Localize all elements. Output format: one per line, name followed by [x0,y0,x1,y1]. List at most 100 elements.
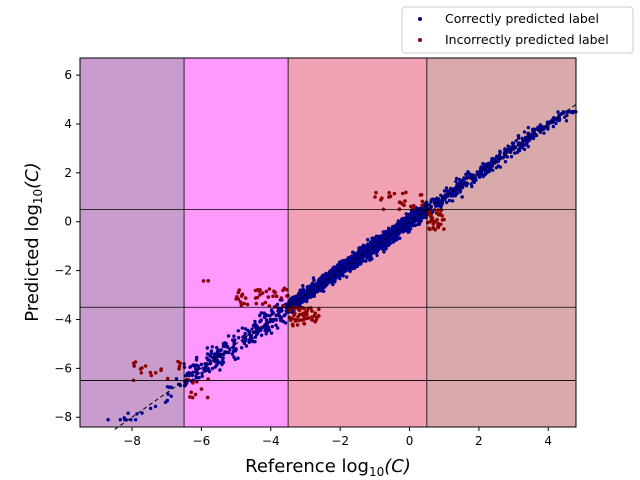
point-correct [283,321,288,325]
point-correct [454,179,458,184]
point-incorrect [404,190,408,195]
point-correct [207,369,212,374]
point-correct [218,368,222,372]
point-correct [243,327,248,331]
point-correct [211,355,215,360]
y-tick-label: 2 [64,166,72,180]
class-band-3 [426,58,576,427]
point-correct [480,173,484,177]
class-band-2 [288,58,427,427]
point-correct [194,376,198,380]
point-incorrect [189,390,193,395]
point-correct [417,215,421,219]
point-correct [322,283,326,287]
point-correct [262,315,267,319]
point-incorrect [436,212,441,217]
point-correct [429,198,433,202]
point-incorrect [148,370,153,375]
point-correct [473,176,478,180]
point-incorrect [289,318,293,322]
point-correct [405,216,409,221]
point-incorrect [432,226,436,231]
point-correct [243,331,247,336]
point-correct [215,362,220,366]
point-correct [571,110,575,114]
point-correct [220,358,225,362]
point-correct [233,357,237,362]
y-axis-label-main: Predicted log [22,204,43,322]
point-correct [165,398,170,403]
point-correct [213,359,217,364]
point-correct [232,342,236,347]
point-correct [190,373,194,378]
point-correct [484,171,489,175]
point-correct [532,127,536,131]
point-incorrect [400,191,405,196]
point-correct [387,236,391,241]
point-correct [205,346,209,350]
point-correct [230,352,235,356]
x-axis-ticks: −8 −6 −4 −2 0 2 4 [123,427,552,448]
point-correct [250,327,254,331]
point-correct [254,326,258,330]
point-incorrect [317,314,321,318]
point-correct [502,154,507,158]
point-correct [231,345,235,349]
legend-marker-correct [418,17,422,21]
point-correct [282,313,286,318]
point-correct [380,247,384,251]
class-boundary-lines [80,58,576,427]
point-correct [469,182,473,186]
point-correct [191,370,195,374]
point-incorrect [260,291,265,295]
point-correct [340,262,344,266]
point-correct [253,335,258,339]
point-correct [418,218,423,223]
point-correct [264,318,269,322]
point-correct [259,333,264,337]
point-correct [118,418,123,422]
point-correct [200,371,204,375]
point-incorrect [428,209,432,214]
point-correct [382,250,386,254]
point-correct [277,314,282,318]
point-correct [394,235,398,240]
point-correct [187,371,191,375]
point-correct [396,226,401,230]
point-incorrect [271,294,275,299]
point-correct [374,247,378,251]
point-incorrect [310,309,314,313]
point-correct [223,344,228,349]
y-tick-label: −2 [54,264,72,278]
point-correct [304,289,308,293]
legend: Correctly predicted label Incorrectly pr… [401,6,634,54]
point-correct [370,236,374,240]
point-correct [367,255,371,259]
point-correct [274,318,278,322]
point-incorrect [153,371,158,375]
point-correct [206,358,210,362]
y-tick-label: −4 [54,312,72,326]
point-correct [301,287,305,291]
point-correct [208,353,212,358]
point-correct [542,131,546,135]
x-axis-label: Reference log10(C) [245,456,411,479]
point-correct [516,142,520,146]
point-correct [219,348,223,352]
point-incorrect [295,323,300,327]
point-incorrect [428,219,433,224]
point-correct [433,197,437,202]
point-correct [517,148,521,152]
point-correct [197,376,201,380]
point-incorrect [388,194,393,199]
point-correct [554,121,558,126]
point-correct [401,229,405,234]
legend-box [401,6,634,54]
point-correct [457,177,462,182]
point-correct [466,170,470,174]
point-correct [509,155,514,159]
point-incorrect [143,364,148,368]
point-correct [375,253,379,258]
point-correct [317,281,321,285]
point-correct [209,349,214,353]
